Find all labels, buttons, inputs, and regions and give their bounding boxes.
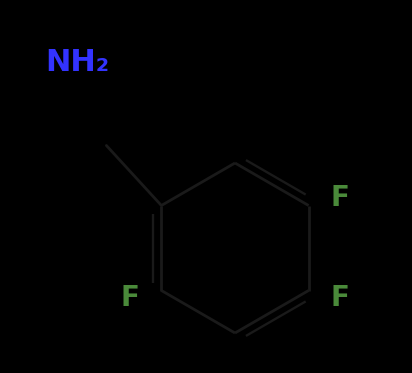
Text: NH₂: NH₂ (45, 48, 109, 77)
Text: F: F (121, 285, 139, 313)
Text: F: F (330, 285, 349, 313)
Text: F: F (330, 184, 349, 211)
